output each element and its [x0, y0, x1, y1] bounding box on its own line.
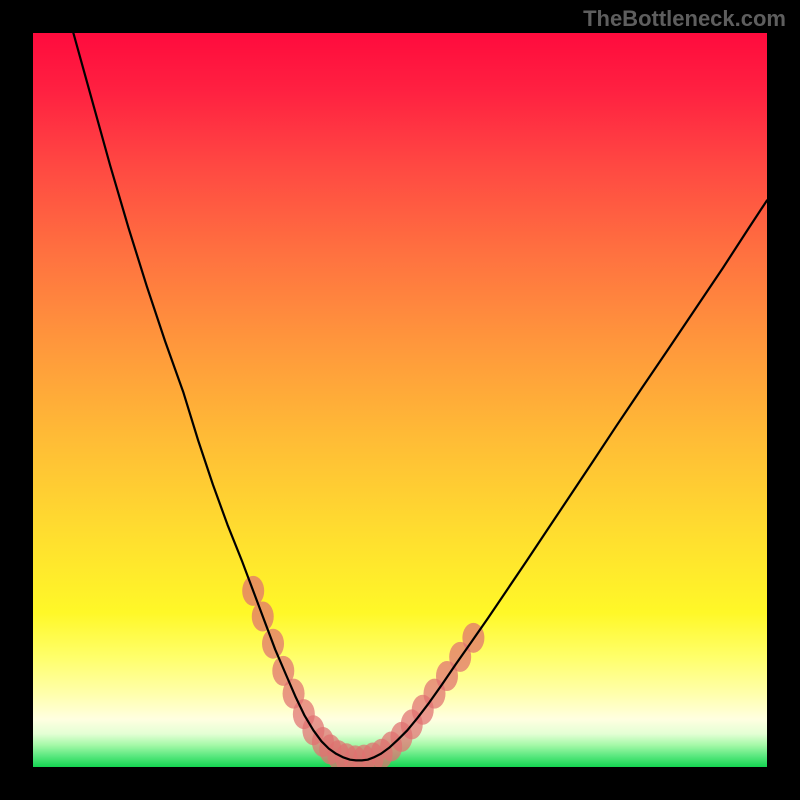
gradient-background: [33, 33, 767, 767]
chart-svg: [33, 33, 767, 767]
watermark-text: TheBottleneck.com: [583, 6, 786, 32]
chart-plot-area: [33, 33, 767, 767]
